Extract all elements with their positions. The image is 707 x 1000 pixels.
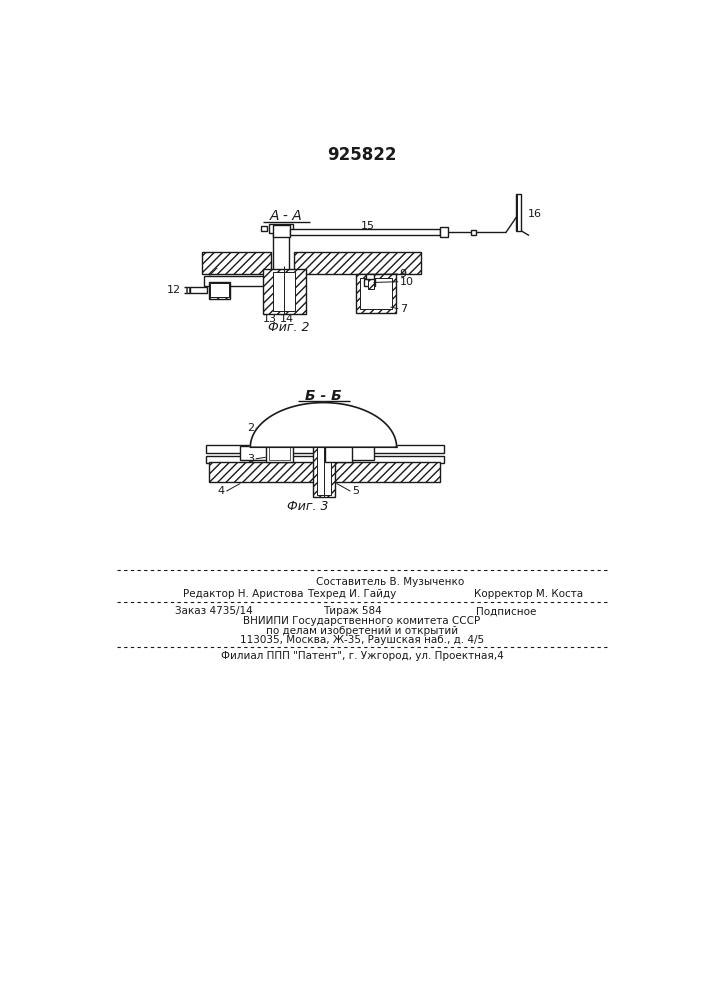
Text: Заказ 4735/14: Заказ 4735/14 — [175, 606, 252, 616]
Bar — [368, 277, 374, 289]
Bar — [269, 446, 291, 460]
Bar — [356, 274, 396, 312]
Bar — [294, 252, 421, 274]
Text: Филиал ППП "Патент", г. Ужгород, ул. Проектная,4: Филиал ППП "Патент", г. Ужгород, ул. Про… — [221, 651, 503, 661]
Bar — [269, 224, 293, 233]
Text: Техред И. Гайду: Техред И. Гайду — [308, 589, 397, 599]
Text: 113035, Москва, Ж-35, Раушская наб., д. 4/5: 113035, Москва, Ж-35, Раушская наб., д. … — [240, 635, 484, 645]
Bar — [201, 252, 271, 274]
Text: 925822: 925822 — [327, 146, 397, 164]
Bar — [325, 445, 352, 462]
Bar — [274, 229, 288, 291]
Text: 16: 16 — [528, 209, 542, 219]
Text: Фиг. 2: Фиг. 2 — [268, 321, 310, 334]
Bar — [472, 230, 476, 235]
Bar — [313, 436, 335, 497]
Bar — [261, 226, 267, 231]
Text: 12: 12 — [167, 285, 181, 295]
Text: 5: 5 — [352, 486, 359, 496]
Text: 9: 9 — [399, 269, 407, 279]
Text: А - А: А - А — [270, 209, 303, 223]
Text: Редактор Н. Аристова: Редактор Н. Аристова — [182, 589, 303, 599]
Text: 4: 4 — [218, 486, 225, 496]
Bar — [264, 269, 305, 314]
Bar — [274, 272, 295, 311]
Bar — [209, 462, 440, 482]
Bar — [206, 456, 444, 463]
Text: 13: 13 — [263, 314, 277, 324]
Text: по делам изобретений и открытий: по делам изобретений и открытий — [266, 626, 458, 636]
Bar — [291, 229, 440, 235]
Text: 3: 3 — [247, 454, 254, 464]
Text: Корректор М. Коста: Корректор М. Коста — [474, 589, 583, 599]
Bar — [360, 278, 392, 309]
Bar — [516, 194, 521, 231]
Text: 10: 10 — [399, 277, 414, 287]
Text: Тираж 584: Тираж 584 — [322, 606, 381, 616]
Bar — [190, 287, 207, 293]
Text: 2: 2 — [247, 423, 254, 433]
Bar — [240, 446, 286, 460]
Text: Составитель В. Музыченко: Составитель В. Музыченко — [316, 577, 464, 587]
Text: 7: 7 — [399, 304, 407, 314]
Polygon shape — [250, 403, 397, 447]
Text: Б - Б: Б - Б — [305, 389, 341, 403]
Text: 15: 15 — [361, 221, 374, 231]
Bar — [440, 227, 448, 237]
Text: 14: 14 — [280, 314, 294, 324]
Text: Фиг. 3: Фиг. 3 — [286, 500, 328, 513]
Text: Подписное: Подписное — [476, 606, 536, 616]
Bar — [210, 283, 229, 297]
Bar — [204, 276, 272, 286]
Text: ВНИИПИ Государственного комитета СССР: ВНИИПИ Государственного комитета СССР — [243, 616, 481, 626]
Bar — [209, 282, 230, 299]
Bar — [327, 446, 373, 460]
Bar — [266, 445, 293, 462]
Bar — [206, 445, 444, 453]
Bar — [274, 225, 291, 237]
Bar — [317, 438, 331, 495]
Bar — [364, 279, 375, 286]
Bar — [366, 274, 373, 279]
